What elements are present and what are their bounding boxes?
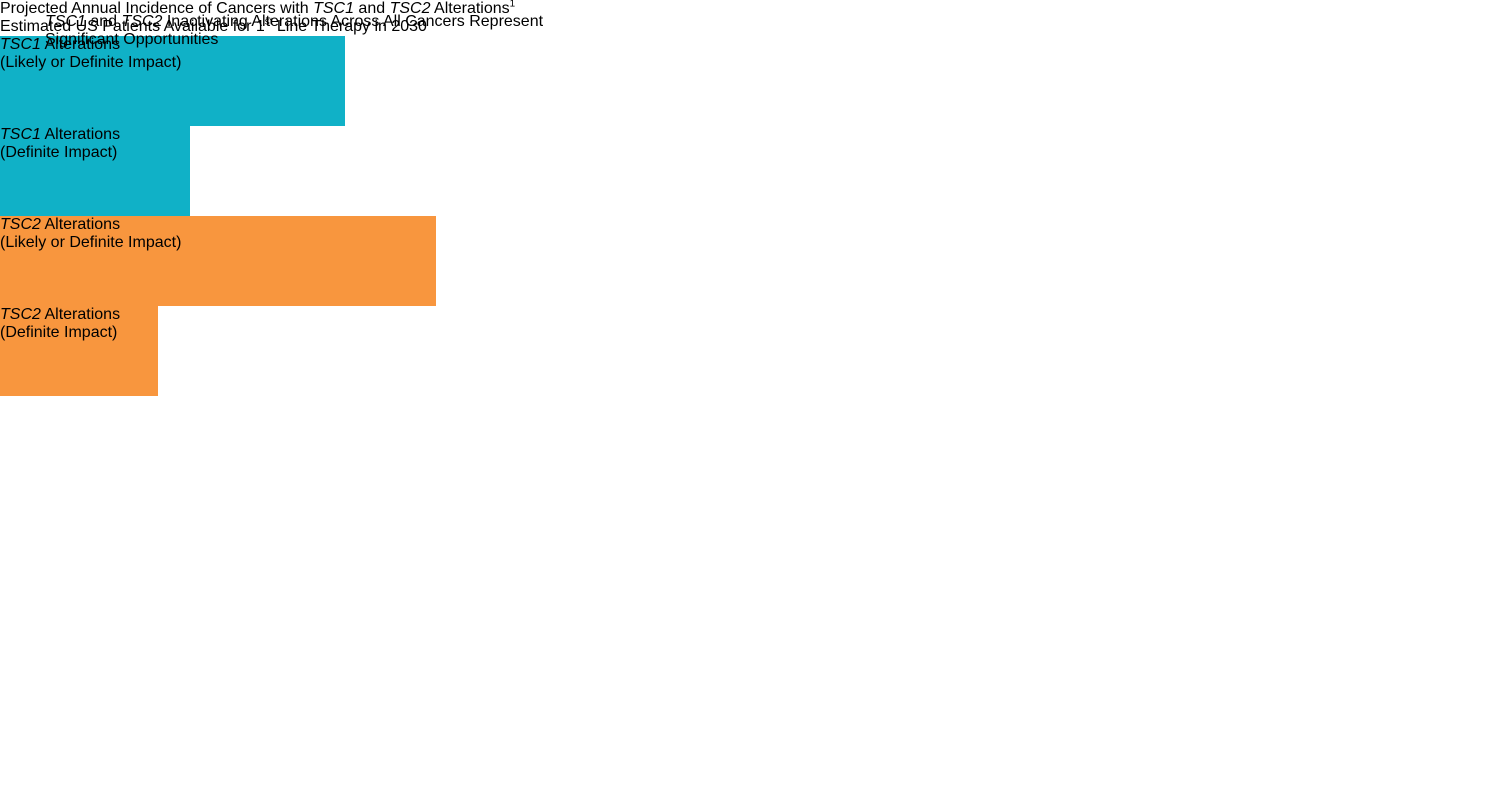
left-bar-3: TSC2 Alterations (Likely or Definite Impa…	[0, 216, 436, 306]
bar-sublabel: (Definite Impact)	[0, 144, 118, 161]
bar-label: TSC2 Alterations	[0, 306, 121, 323]
left-bar-4: TSC2 Alterations (Definite Impact)	[0, 306, 159, 396]
bar-label: TSC1 Alterations	[0, 36, 121, 53]
page-title: TSC1 and TSC2 Inactivating Alterations A…	[45, 13, 1475, 49]
left-bar-1: TSC1 Alterations (Likely or Definite Impa…	[0, 36, 345, 126]
page-title-line2: Significant Opportunities	[45, 31, 219, 48]
bar-label: TSC2 Alterations	[0, 216, 121, 233]
bar-sublabel: (Likely or Definite Impact)	[0, 234, 182, 251]
incidence-bar-chart: TSC1 Alterations (Likely or Definite Impa…	[0, 36, 1512, 799]
y-axis-line	[0, 396, 1512, 799]
bar-label: TSC1 Alterations	[0, 126, 121, 143]
left-bar-2: TSC1 Alterations (Definite Impact)	[0, 126, 190, 216]
page-title-line1: TSC1 and TSC2 Inactivating Alterations A…	[45, 13, 544, 30]
panel-subheading: Estimated US Patients Available for 1st …	[0, 16, 427, 35]
bar-sublabel: (Definite Impact)	[0, 324, 118, 341]
panel-heading: Projected Annual Incidence of Cancers wi…	[0, 0, 516, 17]
bar-sublabel: (Likely or Definite Impact)	[0, 54, 182, 71]
